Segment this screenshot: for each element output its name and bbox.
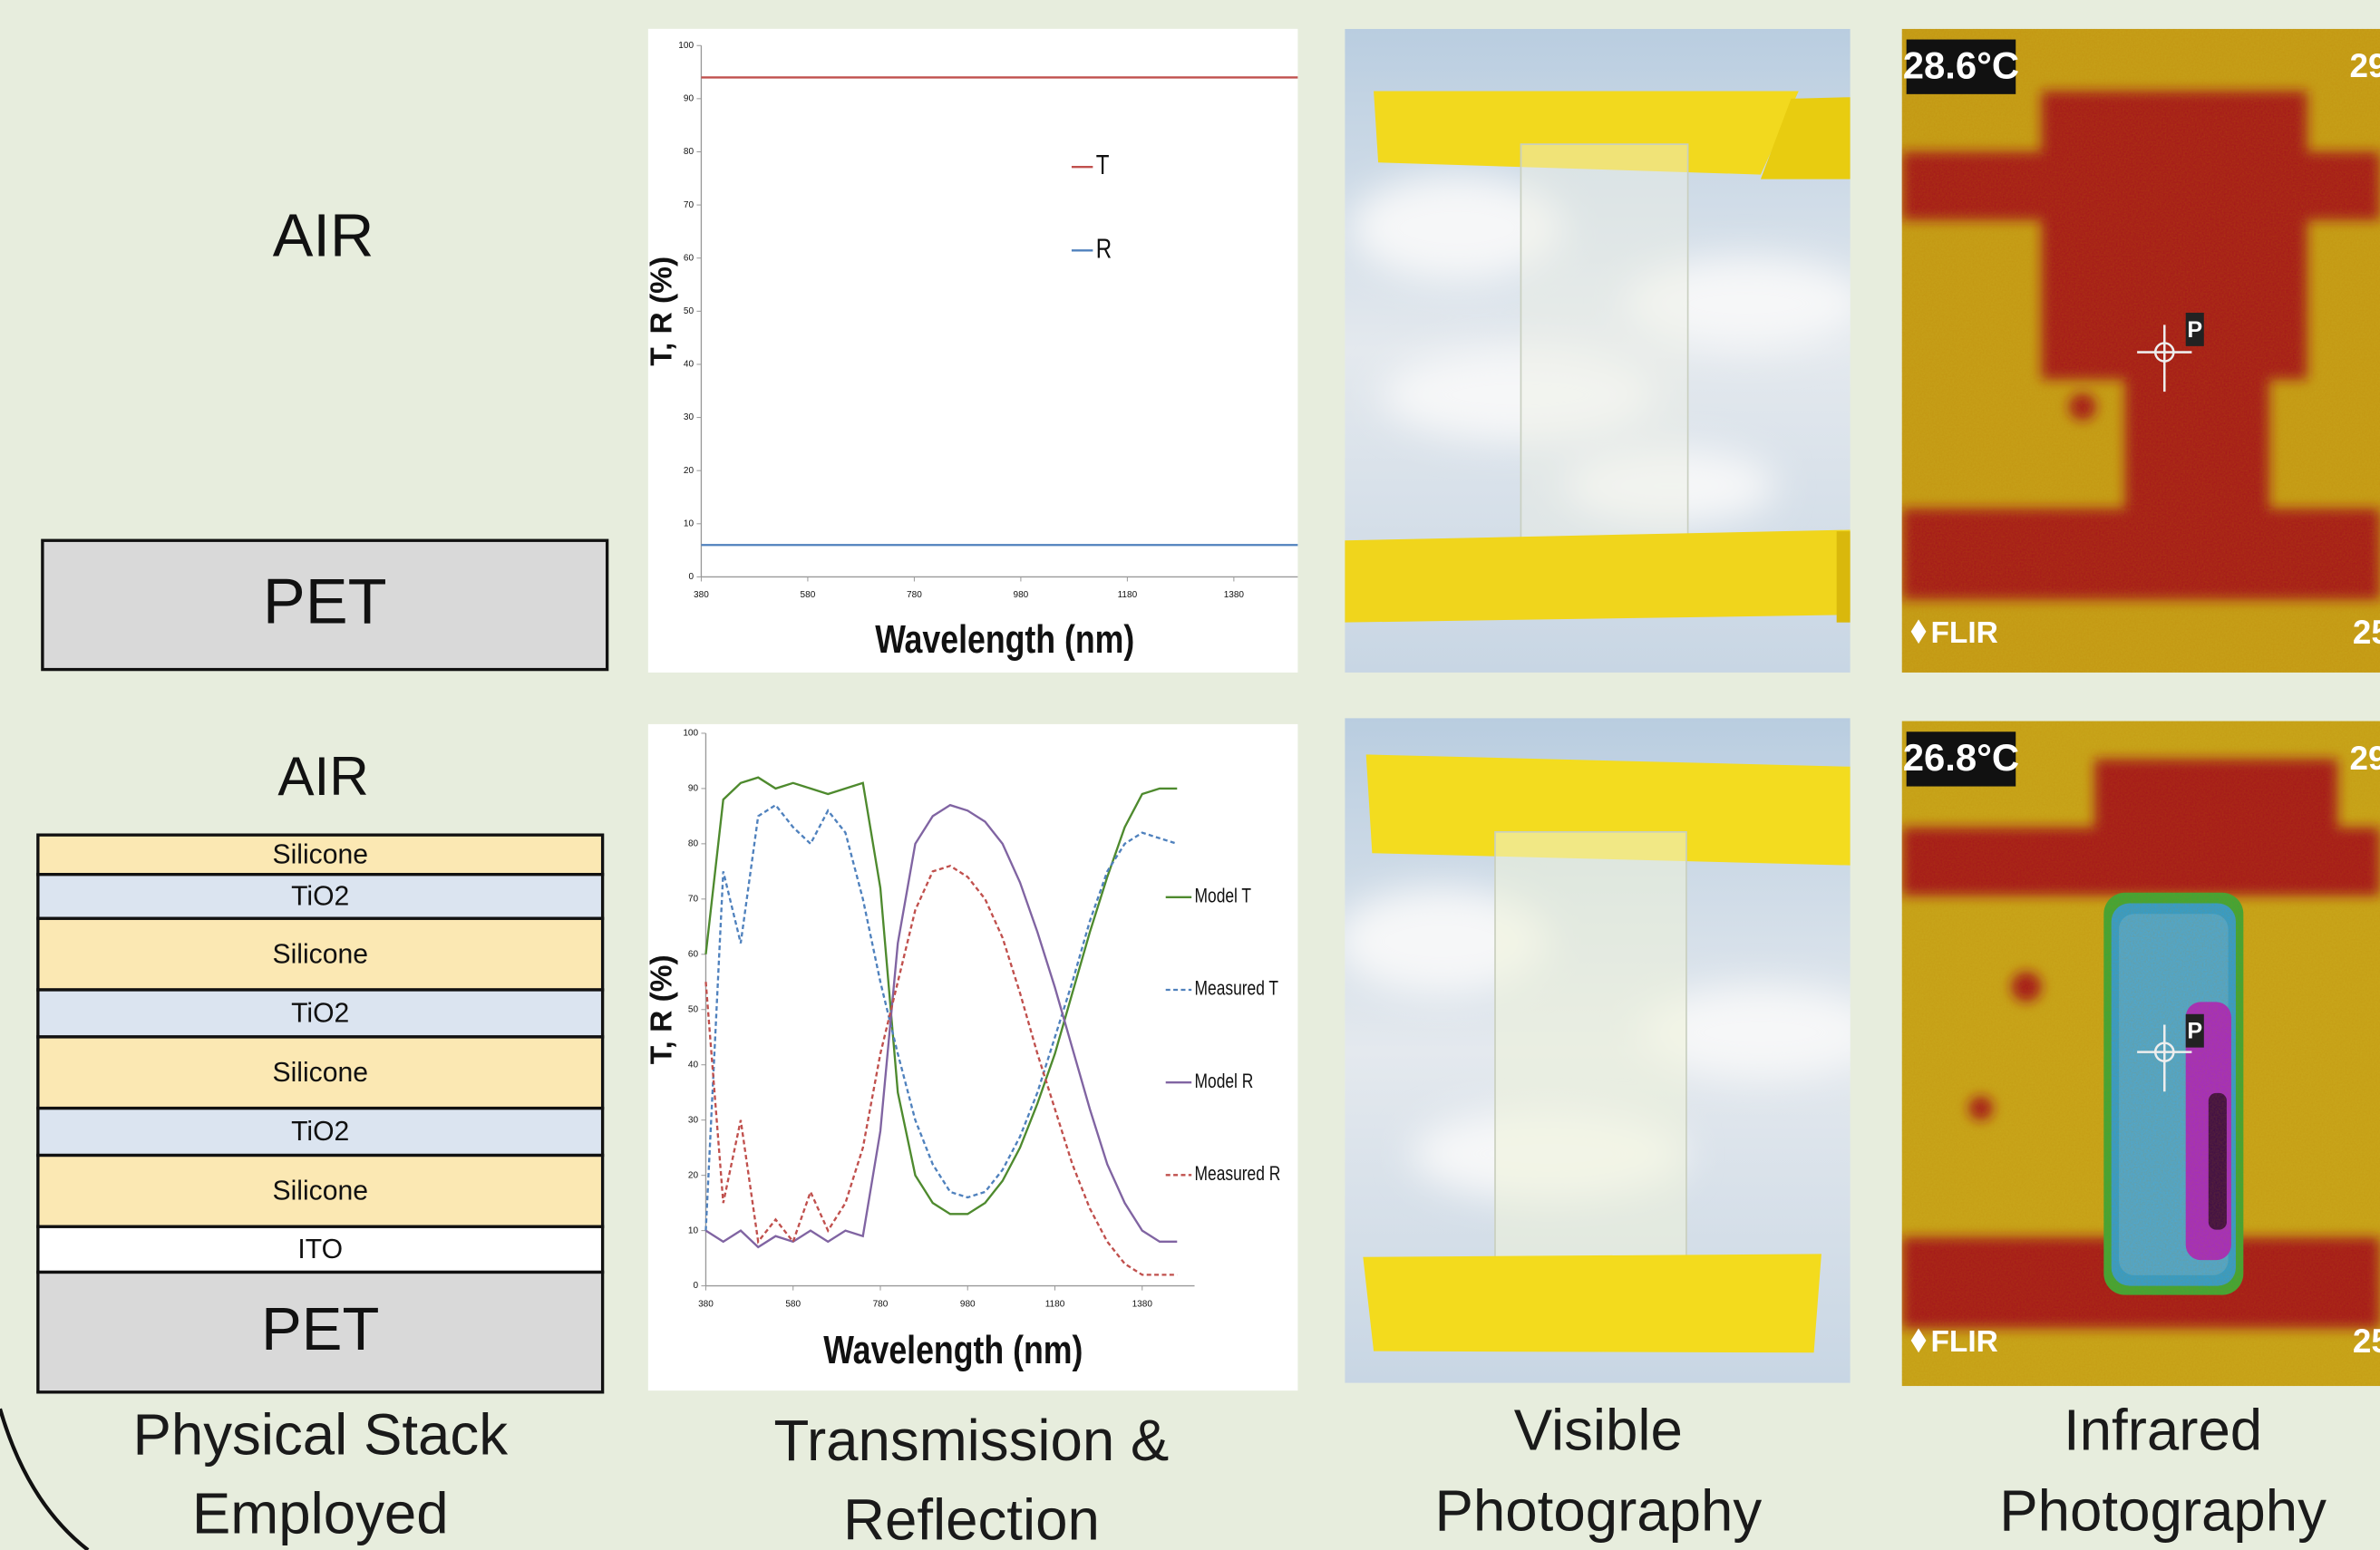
y-tick-label: 50: [688, 1004, 699, 1014]
x-tick-label: 1180: [1118, 590, 1138, 600]
marker: P: [2187, 317, 2202, 343]
brand: FLIR: [1930, 616, 1997, 650]
y-tick-label: 0: [693, 1281, 698, 1291]
layer-label: TiO2: [291, 1117, 349, 1147]
legend-label: T: [1096, 150, 1110, 180]
layer-label: Silicone: [272, 1058, 367, 1088]
y-tick-label: 20: [684, 466, 695, 476]
plot-background: [648, 29, 1298, 673]
x-tick-label: 1180: [1045, 1299, 1065, 1309]
y-tick-label: 90: [684, 94, 695, 104]
scale-min: 25: [2353, 614, 2380, 651]
y-tick-label: 70: [688, 894, 699, 904]
caption: Visible: [1514, 1399, 1683, 1463]
y-axis-title: T, R (%): [645, 257, 678, 366]
y-tick-label: 10: [684, 518, 695, 528]
y-tick-label: 20: [688, 1170, 699, 1180]
x-tick-label: 980: [960, 1299, 976, 1309]
brand: FLIR: [1930, 1325, 1997, 1359]
y-tick-label: 30: [688, 1115, 699, 1125]
legend-label: R: [1096, 233, 1112, 264]
y-axis-title: T, R (%): [645, 954, 678, 1064]
layer-label: ITO: [297, 1235, 343, 1264]
legend-label: Measured T: [1195, 978, 1279, 1000]
y-tick-label: 10: [688, 1225, 699, 1235]
layer-label: PET: [263, 566, 387, 637]
y-tick-label: 80: [684, 147, 695, 157]
x-tick-label: 580: [785, 1299, 801, 1309]
x-axis-title: Wavelength (nm): [823, 1328, 1083, 1371]
x-tick-label: 580: [801, 590, 816, 600]
caption: Physical Stack: [132, 1403, 508, 1468]
x-tick-label: 1380: [1132, 1299, 1153, 1309]
temperature: 26.8°C: [1903, 736, 2019, 779]
medium-label: AIR: [273, 201, 374, 269]
plot-background: [648, 724, 1298, 1390]
layer-label: Silicone: [272, 1177, 367, 1206]
scale-max: 29: [2350, 47, 2380, 84]
caption: Employed: [192, 1482, 449, 1546]
scale-max: 29: [2350, 740, 2380, 777]
x-tick-label: 780: [873, 1299, 889, 1309]
caption: Photography: [1999, 1478, 2327, 1543]
y-tick-label: 80: [688, 839, 699, 849]
y-tick-label: 100: [678, 41, 694, 51]
caption: Transmission &: [773, 1409, 1169, 1473]
infrared-photo: [1902, 29, 2380, 673]
legend-label: Model R: [1195, 1070, 1254, 1092]
caption: Infrared: [2064, 1399, 2262, 1463]
x-tick-label: 1380: [1224, 590, 1245, 600]
layer-label: Silicone: [272, 939, 367, 969]
caption: Photography: [1435, 1478, 1763, 1543]
page: 28.6°C 29 25 FLIR P 26.8°C 29 25 FLIR P …: [0, 0, 2380, 1550]
y-tick-label: 0: [688, 572, 694, 582]
x-tick-label: 380: [694, 590, 709, 600]
y-tick-label: 30: [684, 412, 695, 422]
layer-label: TiO2: [291, 999, 349, 1029]
legend-label: Measured R: [1195, 1163, 1281, 1185]
y-tick-label: 50: [684, 306, 695, 316]
infrared-photo: [1902, 722, 2380, 1387]
circle-arc: [0, 1409, 88, 1550]
y-tick-label: 40: [688, 1060, 699, 1070]
y-tick-label: 60: [688, 949, 699, 959]
y-tick-label: 70: [684, 200, 695, 210]
caption: Reflection: [843, 1487, 1100, 1550]
temperature: 28.6°C: [1903, 44, 2019, 86]
x-tick-label: 980: [1014, 590, 1029, 600]
marker: P: [2187, 1019, 2202, 1044]
y-tick-label: 40: [684, 360, 695, 370]
panel: 28.6°C 29 25 FLIR P 26.8°C 29 25 FLIR P …: [0, 0, 2380, 1550]
visible-photo: [1336, 718, 1882, 1383]
layer-label: TiO2: [291, 882, 349, 912]
visible-photo: [1345, 29, 1867, 673]
scale-min: 25: [2353, 1322, 2380, 1360]
medium-label: AIR: [277, 745, 368, 807]
layer-label: PET: [261, 1295, 379, 1363]
y-tick-label: 90: [688, 784, 699, 794]
x-tick-label: 780: [907, 590, 922, 600]
y-tick-label: 60: [684, 253, 695, 263]
y-tick-label: 100: [683, 729, 698, 739]
layer-label: Silicone: [272, 840, 367, 870]
x-axis-title: Wavelength (nm): [875, 618, 1134, 662]
x-tick-label: 380: [698, 1299, 714, 1309]
legend-label: Model T: [1195, 886, 1252, 907]
